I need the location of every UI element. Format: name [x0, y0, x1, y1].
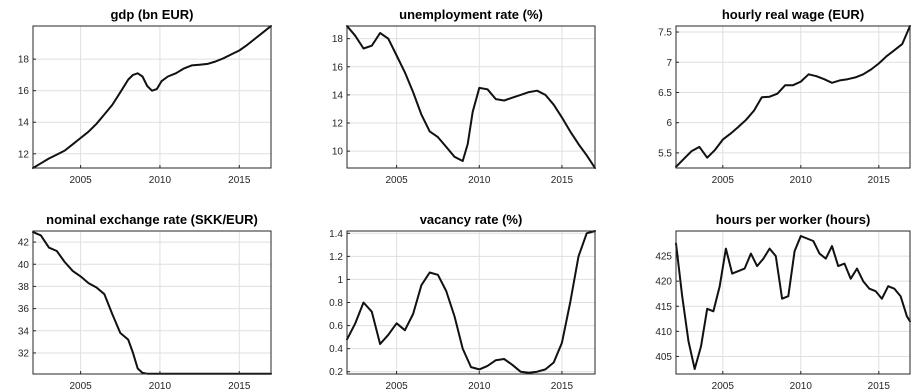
chart-title: unemployment rate (%)	[399, 7, 543, 22]
x-tick-label: 2010	[149, 381, 172, 392]
y-tick-label: 18	[332, 34, 344, 45]
axes-frame	[675, 25, 911, 169]
chart-panel: 2005 2010 2015 10 12 14 16 18 unemployment rate …	[332, 7, 596, 186]
y-tick-label: 6.5	[658, 88, 672, 99]
y-tick-label: 405	[655, 352, 672, 363]
x-tick-label: 2010	[149, 175, 172, 186]
series-line	[346, 230, 596, 374]
x-tick-label: 2005	[712, 175, 735, 186]
y-tick-label: 1.2	[329, 252, 343, 263]
y-tick-label: 10	[332, 147, 344, 158]
series-line	[675, 235, 911, 370]
y-tick-label: 38	[18, 282, 30, 293]
series-line	[32, 25, 272, 169]
x-tick-label: 2005	[385, 381, 408, 392]
x-tick-label: 2010	[468, 175, 491, 186]
chart-panel: 2005 2010 2015 32 34 36 38 40 42 nominal exchange…	[18, 212, 272, 392]
y-tick-label: 40	[18, 260, 30, 271]
chart-title: nominal exchange rate (SKK/EUR)	[46, 212, 258, 227]
y-tick-label: 410	[655, 327, 672, 338]
axes-frame	[675, 230, 911, 375]
y-tick-label: 14	[332, 90, 344, 101]
x-tick-label: 2015	[868, 175, 891, 186]
chart-panel: 2005 2010 2015 12 14 16 18 gdp (bn EUR)	[18, 7, 272, 186]
chart-title: vacancy rate (%)	[420, 212, 523, 227]
chart-panel: 2005 2010 2015 5.5 6 6.5 7 7.5 hourly real wage …	[658, 7, 911, 186]
y-tick-label: 425	[655, 252, 672, 263]
series-line	[346, 25, 596, 169]
y-tick-label: 7	[666, 58, 672, 69]
y-tick-label: 42	[18, 238, 30, 249]
axes-frame	[346, 25, 596, 169]
x-tick-label: 2010	[790, 175, 813, 186]
y-tick-label: 12	[332, 119, 344, 130]
y-tick-label: 32	[18, 348, 30, 359]
axes-frame	[32, 230, 272, 375]
axes-frame	[32, 25, 272, 169]
chart-title: hourly real wage (EUR)	[722, 7, 864, 22]
chart-panel: 2005 2010 2015 0.2 0.4 0.6 0.8 1 1.2 1.4 vacancy r…	[329, 212, 596, 392]
y-tick-label: 16	[18, 86, 30, 97]
x-tick-label: 2015	[228, 175, 251, 186]
y-tick-label: 0.6	[329, 321, 343, 332]
y-tick-label: 5.5	[658, 148, 672, 159]
x-tick-label: 2005	[385, 175, 408, 186]
y-tick-label: 12	[18, 149, 30, 160]
x-tick-label: 2005	[69, 381, 92, 392]
y-tick-label: 6	[666, 118, 672, 129]
y-tick-label: 415	[655, 302, 672, 313]
x-tick-label: 2010	[790, 381, 813, 392]
chart-panel: 2005 2010 2015 405 410 415 420 425 hours per wor…	[655, 212, 911, 392]
y-tick-label: 0.8	[329, 298, 343, 309]
y-tick-label: 0.2	[329, 367, 343, 378]
y-tick-label: 1	[337, 275, 343, 286]
y-tick-label: 420	[655, 277, 672, 288]
x-tick-label: 2015	[228, 381, 251, 392]
chart-title: hours per worker (hours)	[716, 212, 871, 227]
y-tick-label: 14	[18, 118, 30, 129]
y-tick-label: 34	[18, 326, 30, 337]
x-tick-label: 2015	[551, 381, 574, 392]
x-tick-label: 2005	[712, 381, 735, 392]
y-tick-label: 1.4	[329, 229, 343, 240]
y-tick-label: 0.4	[329, 344, 343, 355]
x-tick-label: 2005	[69, 175, 92, 186]
x-tick-label: 2015	[868, 381, 891, 392]
x-tick-label: 2015	[551, 175, 574, 186]
y-tick-label: 16	[332, 62, 344, 73]
series-line	[675, 25, 911, 168]
x-tick-label: 2010	[468, 381, 491, 392]
y-tick-label: 18	[18, 55, 30, 66]
y-tick-label: 7.5	[658, 28, 672, 39]
chart-title: gdp (bn EUR)	[110, 7, 193, 22]
y-tick-label: 36	[18, 304, 30, 315]
